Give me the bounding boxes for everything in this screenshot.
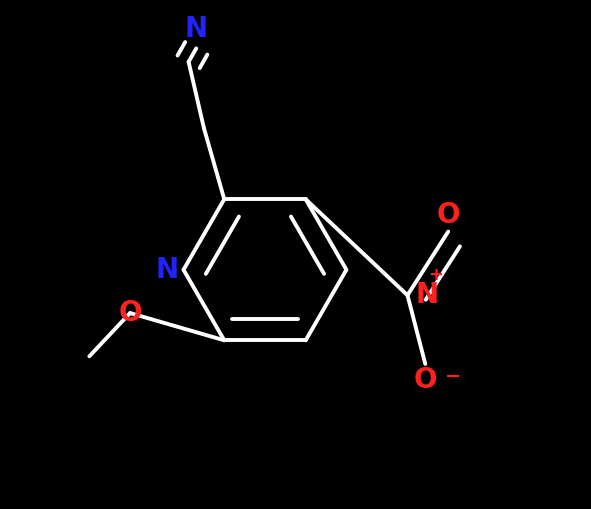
Text: O: O (414, 366, 437, 394)
Text: O: O (436, 201, 460, 229)
Text: +: + (428, 266, 443, 284)
Text: N: N (415, 281, 439, 309)
Text: N: N (184, 15, 208, 43)
Text: O: O (118, 299, 142, 327)
Text: −: − (444, 366, 461, 385)
Text: N: N (155, 256, 178, 284)
